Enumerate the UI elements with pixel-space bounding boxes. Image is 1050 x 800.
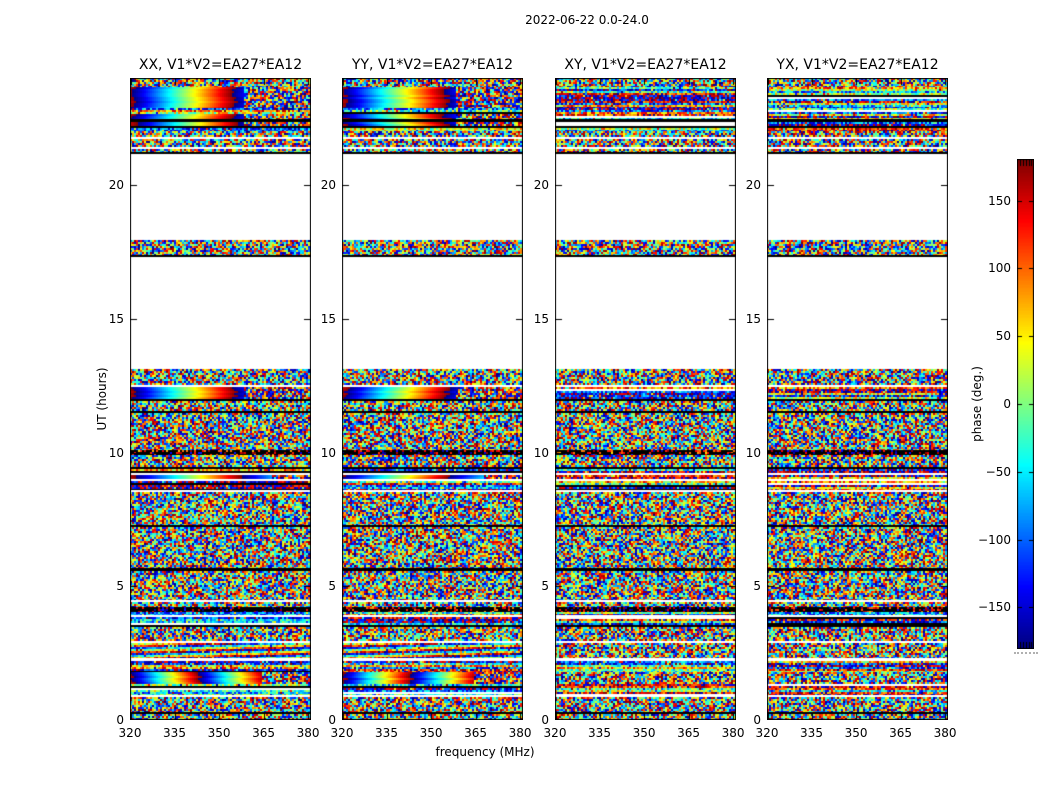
- y-tick-label: 15: [108, 311, 124, 326]
- y-tick-label: 20: [533, 178, 549, 192]
- x-tick-label: 335: [375, 726, 398, 740]
- panel-title-yx: YX, V1*V2=EA27*EA12: [776, 57, 939, 73]
- panel-xx: XX, V1*V2=EA27*EA12 0 5 10 15 20 320 335 350 365…: [109, 57, 320, 740]
- x-tick-label: 365: [889, 726, 912, 740]
- colorbar: [1017, 159, 1034, 649]
- figure-title: 2022-06-22 0.0-24.0: [525, 13, 649, 27]
- y-tick-label: 15: [320, 311, 336, 326]
- x-tick-label: 335: [588, 726, 611, 740]
- colorbar-tick-label: −100: [978, 532, 1011, 547]
- panel-title-xy: XY, V1*V2=EA27*EA12: [564, 57, 727, 73]
- heatmap-canvas-xx: [130, 78, 311, 720]
- panel-yy: YY, V1*V2=EA27*EA12 0 5 10 15 20 320 335 350 365…: [321, 57, 532, 740]
- y-tick-label: 20: [745, 178, 761, 192]
- x-tick-label: 335: [800, 726, 823, 740]
- x-tick-label: 380: [933, 726, 957, 740]
- heatmap-canvas-yy: [342, 78, 523, 720]
- y-tick-label: 10: [108, 445, 124, 460]
- panel-title-yy: YY, V1*V2=EA27*EA12: [351, 57, 514, 73]
- y-tick-label: 20: [108, 178, 124, 192]
- y-tick-label: 5: [541, 579, 549, 594]
- x-tick-label: 350: [207, 726, 231, 740]
- x-tick-label: 365: [677, 726, 700, 740]
- x-tick-label: 380: [508, 726, 532, 740]
- x-tick-label: 350: [632, 726, 656, 740]
- y-tick-label: 0: [328, 713, 336, 727]
- colorbar-tick-label: 150: [988, 193, 1011, 208]
- x-tick-label: 320: [118, 726, 142, 740]
- x-tick-label: 380: [296, 726, 320, 740]
- y-tick-label: 0: [753, 713, 761, 727]
- y-tick-label: 10: [533, 445, 549, 460]
- x-tick-label: 350: [844, 726, 868, 740]
- x-tick-label: 320: [755, 726, 779, 740]
- y-tick-label: 0: [116, 713, 124, 727]
- panel-title-xx: XX, V1*V2=EA27*EA12: [138, 57, 303, 73]
- x-axis-label: frequency (MHz): [435, 745, 535, 759]
- x-tick-label: 320: [543, 726, 567, 740]
- panel-xy: XY, V1*V2=EA27*EA12 0 5 10 15 20 320 335 350 365…: [534, 57, 745, 740]
- y-tick-label: 5: [116, 579, 124, 594]
- x-tick-label: 365: [464, 726, 487, 740]
- y-tick-label: 5: [328, 579, 336, 594]
- x-tick-label: 335: [163, 726, 186, 740]
- x-tick-label: 350: [419, 726, 443, 740]
- y-tick-label: 5: [753, 579, 761, 594]
- colorbar-tick-label: −50: [985, 464, 1011, 479]
- y-tick-label: 15: [745, 311, 761, 326]
- colorbar-tick-label: −150: [978, 600, 1011, 615]
- x-tick-label: 380: [721, 726, 745, 740]
- y-tick-label: 10: [745, 445, 761, 460]
- panel-yx: YX, V1*V2=EA27*EA12 0 5 10 15 20 320 335 350 365…: [746, 57, 957, 740]
- x-tick-label: 320: [330, 726, 354, 740]
- colorbar-tick-label: 0: [1003, 397, 1011, 411]
- y-tick-label: 10: [320, 445, 336, 460]
- y-axis-label: UT (hours): [95, 367, 109, 431]
- colorbar-tick-label: 50: [995, 329, 1011, 344]
- y-tick-label: 15: [533, 311, 549, 326]
- heatmap-canvas-xy: [555, 78, 736, 720]
- x-tick-label: 365: [252, 726, 275, 740]
- y-tick-label: 0: [541, 713, 549, 727]
- colorbar-minor-dots: [1014, 652, 1038, 654]
- heatmap-canvas-yx: [767, 78, 948, 720]
- y-tick-label: 20: [320, 178, 336, 192]
- colorbar-tick-label: 100: [988, 261, 1011, 276]
